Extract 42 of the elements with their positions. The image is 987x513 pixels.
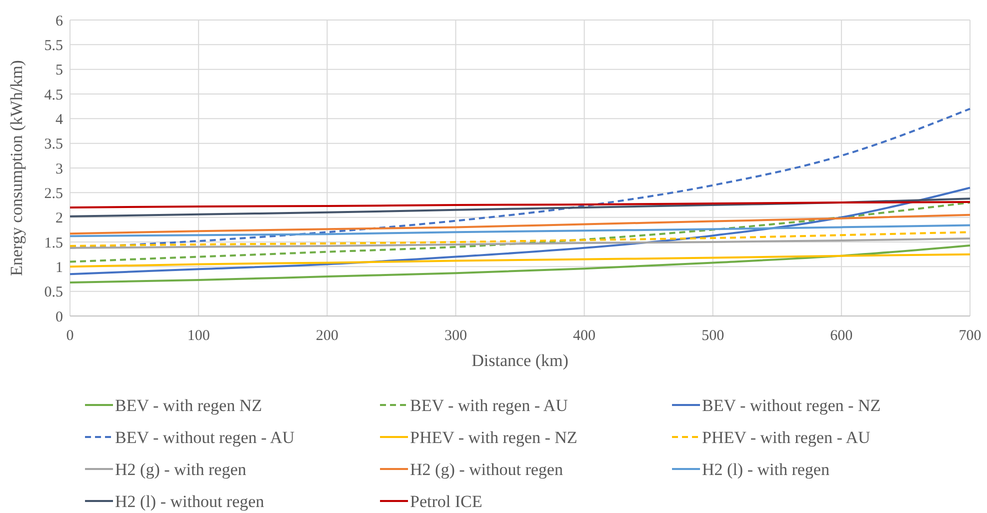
- x-tick-label: 100: [187, 328, 210, 344]
- y-tick-label: 3.5: [44, 136, 63, 153]
- y-tick-label: 3: [56, 161, 63, 178]
- x-tick-label: 0: [66, 328, 74, 344]
- y-tick-label: 2: [56, 210, 63, 227]
- y-tick-label: 0.5: [44, 284, 63, 301]
- x-tick-label: 600: [830, 328, 853, 344]
- line-series: [69, 214, 971, 235]
- x-tick-label: 200: [316, 328, 338, 344]
- line-series: [69, 253, 971, 268]
- y-tick-label: 4.5: [44, 87, 63, 104]
- y-tick-label: 4: [56, 112, 64, 128]
- legend-label: Petrol ICE: [410, 492, 482, 511]
- y-axis-title: Energy consumption (kWh/km): [7, 60, 26, 276]
- y-tick-label: 5: [56, 62, 63, 79]
- legend-label: BEV - without regen - NZ: [702, 396, 881, 415]
- x-tick-label: 700: [958, 328, 982, 344]
- legend-label: PHEV - with regen - AU: [702, 428, 870, 447]
- legend-label: H2 (g) - with regen: [115, 460, 247, 479]
- legend-label: PHEV - with regen - NZ: [410, 428, 578, 447]
- line-series: [69, 186, 971, 276]
- legend-label: BEV - without regen - AU: [115, 428, 295, 447]
- legend-label: BEV - with regen - AU: [410, 396, 568, 415]
- line-series: [69, 198, 971, 218]
- x-tick-label: 300: [444, 328, 467, 344]
- legend-label: H2 (g) - without regen: [410, 460, 564, 479]
- y-tick-label: 0: [56, 309, 63, 326]
- x-axis-title: Distance (km): [472, 351, 568, 370]
- x-tick-label: 400: [573, 328, 596, 344]
- line-series: [69, 202, 971, 263]
- legend-label: H2 (l) - without regen: [115, 492, 265, 511]
- y-tick-label: 5.5: [44, 38, 63, 54]
- line-series: [69, 238, 971, 249]
- y-tick-label: 6: [56, 13, 64, 30]
- y-tick-label: 2.5: [44, 186, 63, 202]
- line-series: [69, 244, 971, 284]
- y-tick-label: 1: [56, 260, 63, 276]
- legend-label: BEV - with regen NZ: [115, 396, 262, 415]
- y-tick-label: 1.5: [44, 235, 63, 252]
- x-tick-label: 500: [702, 328, 724, 344]
- line-series: [69, 224, 971, 238]
- legend-label: H2 (l) - with regen: [702, 460, 830, 479]
